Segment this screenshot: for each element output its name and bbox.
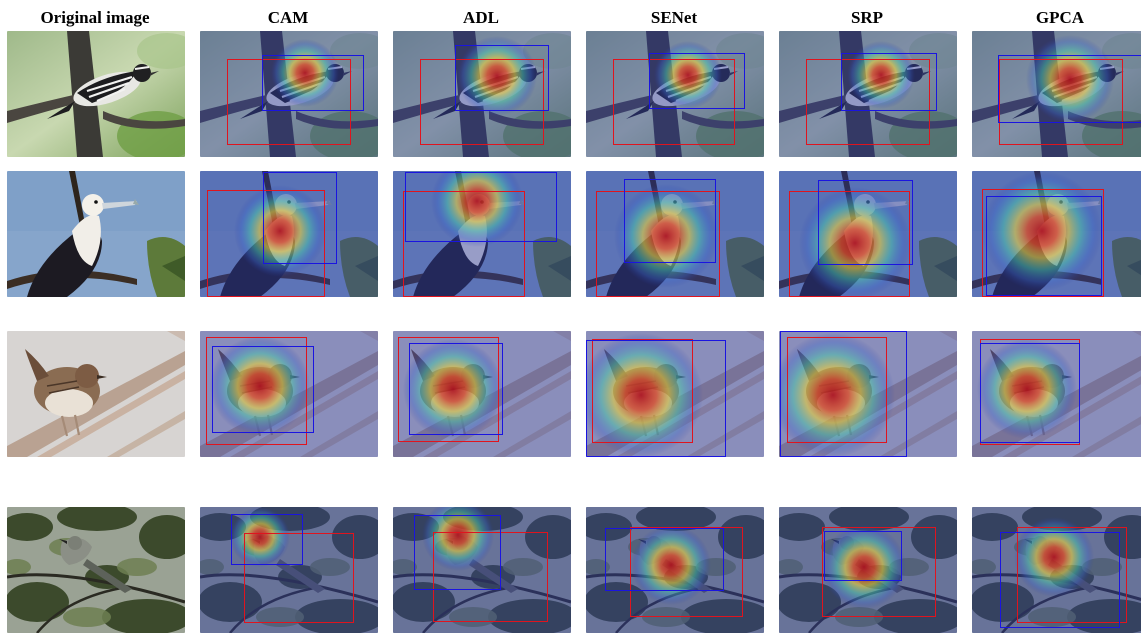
- heatmap-overlay: [200, 171, 378, 297]
- image-tile-bird-1-cam: [200, 31, 378, 157]
- heatmap-overlay: [393, 507, 571, 633]
- column-title-srp: SRP: [850, 8, 884, 27]
- heatmap-overlay: [586, 507, 764, 633]
- heatmap-overlay: [200, 31, 378, 157]
- heatmap-overlay: [972, 31, 1141, 157]
- image-tile-bird-4-gpca: [972, 507, 1141, 633]
- image-tile-bird-4-senet: [586, 507, 764, 633]
- heatmap-overlay: [972, 171, 1141, 297]
- image-tile-bird-1-srp: [779, 31, 957, 157]
- image-tile-bird-3-senet: [586, 331, 764, 457]
- image-tile-bird-1-adl: [393, 31, 571, 157]
- heatmap-overlay: [393, 31, 571, 157]
- image-tile-bird-4-adl: [393, 507, 571, 633]
- image-tile-bird-3-gpca: [972, 331, 1141, 457]
- heatmap-overlay: [779, 31, 957, 157]
- image-tile-bird-4-cam: [200, 507, 378, 633]
- original-photo: [7, 507, 185, 633]
- image-tile-bird-1-senet: [586, 31, 764, 157]
- heatmap-overlay: [586, 31, 764, 157]
- image-tile-bird-2-original: [7, 171, 185, 297]
- column-title-adl: ADL: [463, 8, 499, 27]
- image-tile-bird-3-adl: [393, 331, 571, 457]
- heatmap-overlay: [779, 331, 957, 457]
- image-tile-bird-1-gpca: [972, 31, 1141, 157]
- column-title-gpca: GPCA: [1035, 8, 1085, 27]
- heatmap-overlay: [779, 507, 957, 633]
- heatmap-overlay: [972, 507, 1141, 633]
- heatmap-overlay: [972, 331, 1141, 457]
- original-photo: [7, 331, 185, 457]
- image-tile-bird-3-original: [7, 331, 185, 457]
- image-tile-bird-2-cam: [200, 171, 378, 297]
- heatmap-overlay: [779, 171, 957, 297]
- image-tile-bird-4-original: [7, 507, 185, 633]
- image-tile-bird-4-srp: [779, 507, 957, 633]
- image-tile-bird-3-srp: [779, 331, 957, 457]
- image-tile-bird-2-srp: [779, 171, 957, 297]
- heatmap-overlay: [586, 331, 764, 457]
- original-photo: [7, 171, 185, 297]
- column-title-senet: SENet: [650, 8, 698, 27]
- image-tile-bird-3-cam: [200, 331, 378, 457]
- column-title-original: Original image: [40, 8, 150, 27]
- original-photo: [7, 31, 185, 157]
- image-tile-bird-2-adl: [393, 171, 571, 297]
- heatmap-overlay: [393, 171, 571, 297]
- heatmap-overlay: [200, 331, 378, 457]
- heatmap-overlay: [393, 331, 571, 457]
- heatmap-overlay: [586, 171, 764, 297]
- column-title-cam: CAM: [267, 8, 309, 27]
- image-tile-bird-2-gpca: [972, 171, 1141, 297]
- image-tile-bird-1-original: [7, 31, 185, 157]
- image-tile-bird-2-senet: [586, 171, 764, 297]
- heatmap-overlay: [200, 507, 378, 633]
